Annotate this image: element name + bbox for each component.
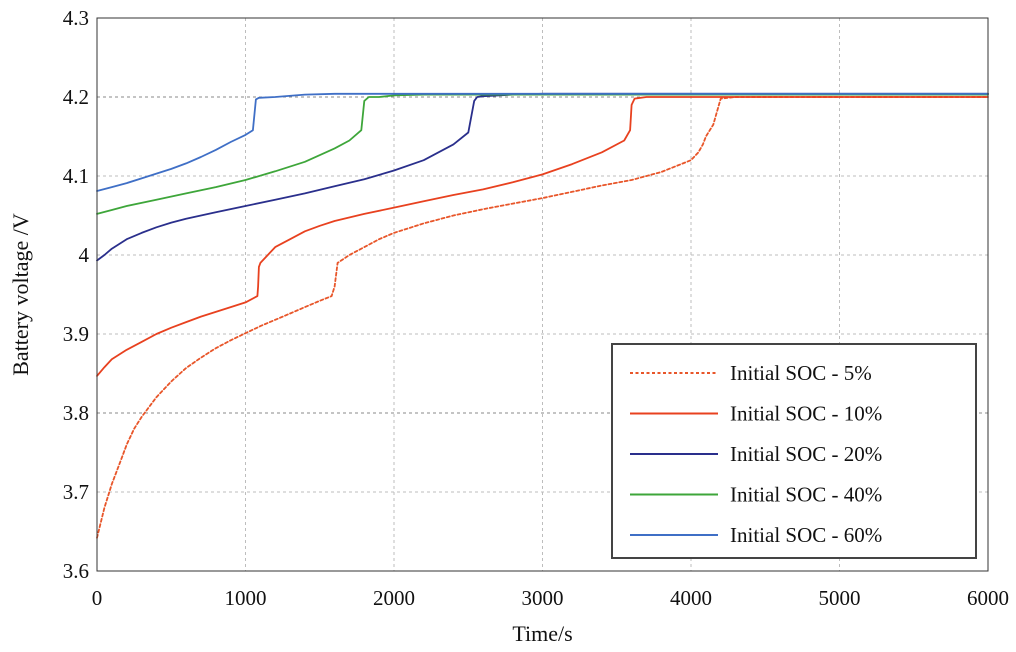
series-line-2 <box>96 96 989 377</box>
y-tick-label: 3.6 <box>63 559 89 583</box>
y-tick-label: 3.8 <box>63 401 89 425</box>
series-layer <box>96 92 989 539</box>
x-tick-label: 5000 <box>819 586 861 610</box>
x-tick-label: 2000 <box>373 586 415 610</box>
y-tick-label: 4 <box>79 243 90 267</box>
y-tick-label: 4.1 <box>63 164 89 188</box>
legend-label-3: Initial SOC - 20% <box>730 442 882 466</box>
x-tick-label: 0 <box>92 586 103 610</box>
y-axis-title: Battery voltage /V <box>8 213 33 376</box>
grid <box>97 18 988 571</box>
x-axis-title: Time/s <box>512 621 572 646</box>
legend-box <box>611 343 977 559</box>
legend-label-2: Initial SOC - 10% <box>730 402 882 426</box>
tick-labels: 0 1000 2000 3000 4000 5000 6000 3.6 3.7 3.8 3.9 4 4.… <box>63 6 1009 610</box>
series-line-5 <box>96 92 989 192</box>
x-tick-label: 6000 <box>967 586 1009 610</box>
plot-frame <box>96 17 989 572</box>
x-tick-label: 1000 <box>225 586 267 610</box>
legend-label-5: Initial SOC - 60% <box>730 523 882 547</box>
y-tick-label: 3.9 <box>63 322 89 346</box>
y-tick-label: 4.2 <box>63 85 89 109</box>
series-line-3 <box>96 92 989 262</box>
legend: Initial SOC - 5% Initial SOC - 10% Initial… <box>611 343 977 559</box>
series-line-4 <box>96 93 989 215</box>
legend-label-1: Initial SOC - 5% <box>730 361 872 385</box>
series-line-1 <box>96 96 989 539</box>
legend-label-4: Initial SOC - 40% <box>730 483 882 507</box>
y-tick-label: 3.7 <box>63 480 89 504</box>
x-tick-label: 3000 <box>522 586 564 610</box>
y-tick-label: 4.3 <box>63 6 89 30</box>
x-tick-label: 4000 <box>670 586 712 610</box>
